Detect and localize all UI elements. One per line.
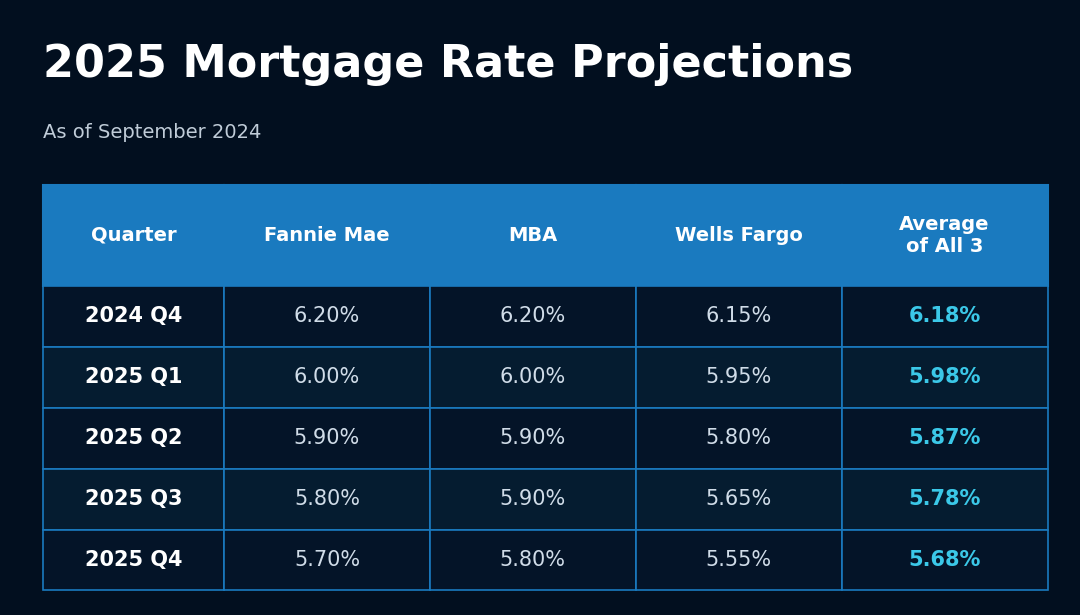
Text: 6.00%: 6.00% bbox=[500, 367, 566, 387]
Text: Average
of All 3: Average of All 3 bbox=[900, 215, 990, 256]
Text: 5.80%: 5.80% bbox=[294, 489, 360, 509]
Text: 6.15%: 6.15% bbox=[705, 306, 772, 327]
Text: 2025 Q3: 2025 Q3 bbox=[85, 489, 183, 509]
Text: 5.80%: 5.80% bbox=[500, 550, 566, 570]
Text: 2025 Mortgage Rate Projections: 2025 Mortgage Rate Projections bbox=[43, 43, 853, 86]
Text: 5.80%: 5.80% bbox=[705, 428, 772, 448]
Text: 5.90%: 5.90% bbox=[500, 489, 566, 509]
Text: 2025 Q4: 2025 Q4 bbox=[85, 550, 183, 570]
Text: 5.65%: 5.65% bbox=[705, 489, 772, 509]
Text: 6.20%: 6.20% bbox=[500, 306, 566, 327]
Text: 5.70%: 5.70% bbox=[294, 550, 360, 570]
Text: 5.55%: 5.55% bbox=[705, 550, 772, 570]
Text: 5.90%: 5.90% bbox=[294, 428, 360, 448]
Text: MBA: MBA bbox=[509, 226, 557, 245]
Text: 5.95%: 5.95% bbox=[705, 367, 772, 387]
Text: Fannie Mae: Fannie Mae bbox=[265, 226, 390, 245]
Text: 2025 Q2: 2025 Q2 bbox=[85, 428, 183, 448]
Text: 6.18%: 6.18% bbox=[908, 306, 981, 327]
Text: 5.78%: 5.78% bbox=[908, 489, 981, 509]
Text: Wells Fargo: Wells Fargo bbox=[675, 226, 802, 245]
Text: 6.00%: 6.00% bbox=[294, 367, 360, 387]
Text: 2024 Q4: 2024 Q4 bbox=[85, 306, 183, 327]
Text: As of September 2024: As of September 2024 bbox=[43, 123, 261, 142]
Text: 5.98%: 5.98% bbox=[908, 367, 981, 387]
Text: 5.87%: 5.87% bbox=[908, 428, 981, 448]
Text: 6.20%: 6.20% bbox=[294, 306, 360, 327]
Text: 2025 Q1: 2025 Q1 bbox=[85, 367, 183, 387]
Text: Quarter: Quarter bbox=[91, 226, 176, 245]
Text: 5.90%: 5.90% bbox=[500, 428, 566, 448]
Text: 5.68%: 5.68% bbox=[908, 550, 981, 570]
